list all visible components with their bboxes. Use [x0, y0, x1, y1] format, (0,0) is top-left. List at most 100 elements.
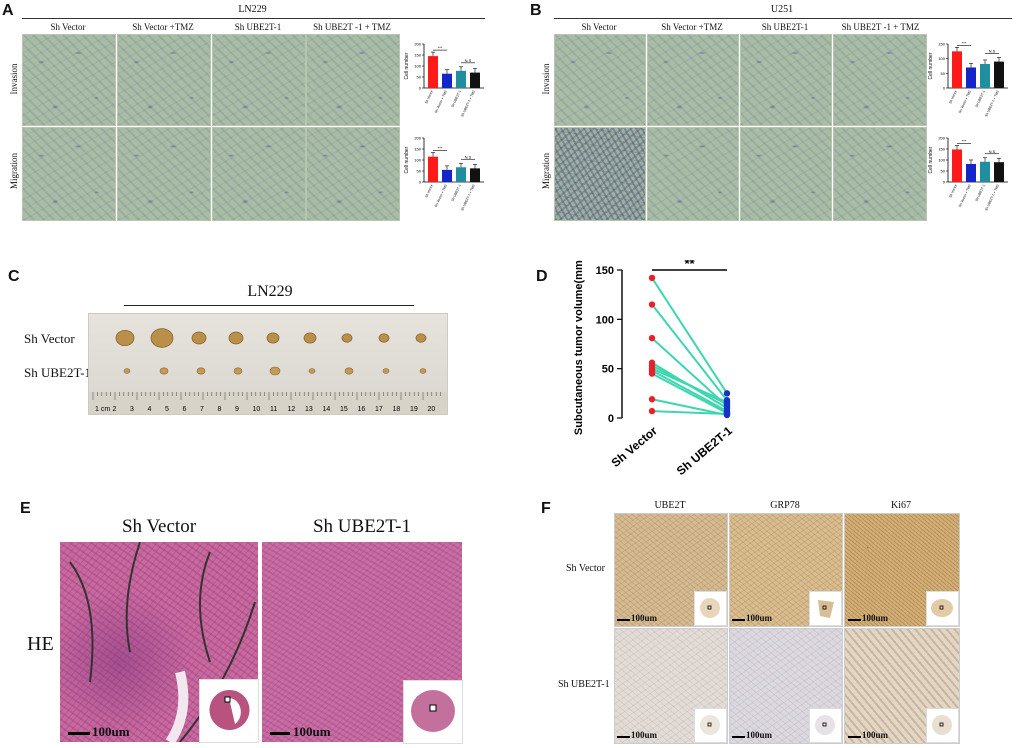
y-axis-label: Cell number — [404, 52, 410, 79]
tissue-fold-lines — [69, 542, 256, 742]
y-tick-label: 0 — [419, 86, 422, 91]
x-tick-label: Sh Vector + TMZ — [958, 90, 972, 114]
panel-b-col-1: Sh Vector — [581, 22, 617, 32]
panel-label-d: D — [536, 268, 548, 285]
x-tick-label: Sh UBE2T-1 + TMZ — [984, 90, 1000, 118]
ruler-label: 3 — [130, 406, 134, 413]
data-point-sh-vector — [648, 334, 656, 342]
x-tick-label: Sh UBE2T-1 — [975, 90, 986, 108]
y-tick-label: 0 — [608, 413, 614, 425]
bar — [470, 72, 480, 88]
scale-label-f: 100um — [631, 730, 658, 740]
x-tick-label: Sh UBE2T-1 — [674, 423, 735, 478]
panel-f-col-1: UBE2T — [654, 500, 686, 511]
tumor-sh-ube2t — [269, 366, 281, 376]
bar — [966, 163, 976, 182]
x-tick-label: Sh Vector — [424, 183, 434, 198]
scale-bar-f — [732, 619, 745, 621]
micrograph — [554, 34, 646, 126]
pair-line — [651, 303, 728, 401]
significance-label: N.S — [465, 58, 472, 63]
panel-label-a: A — [2, 2, 14, 19]
he-inset-sh-ube2t — [403, 680, 463, 744]
y-tick-label: 200 — [938, 136, 945, 141]
significance-label: *** — [962, 138, 967, 143]
bar — [456, 70, 466, 88]
bar-chart-a-migration: 0 50 100 150 200 Cell number Sh Vector Sh Vecto… — [404, 136, 484, 212]
tissue-section-icon — [411, 690, 455, 732]
ruler-label: 6 — [183, 406, 187, 413]
x-tick-label: Sh UBE2T-1 — [975, 184, 986, 202]
y-tick-label: 0 — [943, 180, 946, 185]
panel-a-title-line — [22, 18, 485, 19]
data-point-sh-ube2t — [723, 410, 731, 418]
y-tick-label: 100 — [938, 158, 945, 163]
ihc-inset — [809, 708, 842, 743]
panel-label-b: B — [530, 2, 542, 19]
ruler-label: 9 — [235, 406, 239, 413]
y-tick-label: 150 — [414, 147, 421, 152]
significance-label: *** — [438, 146, 443, 151]
bar — [966, 67, 976, 88]
scale-bar-f — [617, 619, 630, 621]
data-point-sh-vector — [648, 407, 656, 415]
panel-c-title: LN229 — [247, 283, 293, 300]
panel-b-row-invasion: Invasion — [541, 63, 551, 95]
significance-label: N.S — [989, 149, 996, 154]
x-tick-label: Sh Vector + TMZ — [434, 184, 448, 208]
ruler-label: 8 — [218, 406, 222, 413]
y-tick-label: 50 — [941, 169, 946, 174]
panel-f-col-2: GRP78 — [770, 500, 800, 511]
y-tick-label: 100 — [414, 64, 421, 69]
panel-c-row-1: Sh Vector — [24, 331, 75, 346]
scale-bar-f — [617, 736, 630, 738]
panel-f-row-2: Sh UBE2T-1 — [558, 679, 610, 690]
tumor-shapes: 1 cm 2 3 4 5 6 7 8 9 10 11 12 13 14 15 16 17 18 19 20 — [89, 328, 447, 414]
panel-b-title: U251 — [770, 4, 794, 15]
panel-b-col-3: Sh UBE2T-1 — [761, 22, 809, 32]
y-tick-label: 150 — [938, 147, 945, 152]
tumor-sh-vector — [303, 332, 317, 344]
significance-label: N.S — [465, 154, 472, 159]
bar — [994, 162, 1004, 182]
micrograph — [306, 127, 400, 221]
y-tick-label: 100 — [938, 56, 945, 61]
micrograph — [22, 127, 116, 221]
scale-bar-e1 — [68, 732, 90, 735]
y-tick-label: 50 — [941, 71, 946, 76]
bar-chart-b-migration: 0 50 100 150 200 Cell number Sh Vector Sh Vecto… — [928, 136, 1008, 212]
bar — [456, 167, 466, 182]
x-tick-label: Sh Vector + TMZ — [958, 184, 972, 208]
y-tick-label: 200 — [414, 136, 421, 141]
ruler-label: 17 — [375, 406, 383, 413]
scale-label-f: 100um — [746, 730, 773, 740]
pair-line — [651, 410, 728, 416]
significance-label: *** — [438, 45, 443, 50]
micrograph — [22, 34, 116, 126]
micrograph — [740, 127, 832, 221]
bar — [952, 149, 962, 182]
bar — [994, 61, 1004, 88]
tumor-sh-ube2t — [196, 367, 206, 375]
ruler-label: 4 — [148, 406, 152, 413]
ruler-label: 7 — [200, 406, 204, 413]
y-axis-label: Cell number — [404, 146, 410, 173]
data-point-sh-vector — [648, 274, 656, 282]
panel-a-col-3: Sh UBE2T-1 — [234, 22, 282, 32]
scale-bar-f — [732, 736, 745, 738]
y-tick-label: 50 — [417, 169, 422, 174]
significance-label: *** — [962, 40, 967, 45]
data-point-sh-vector — [648, 370, 656, 377]
micrograph — [212, 127, 306, 221]
x-tick-label: Sh UBE2T-1 + TMZ — [460, 184, 476, 212]
micrograph — [647, 127, 739, 221]
ihc-inset — [809, 591, 842, 626]
pair-line — [651, 367, 728, 404]
ruler-label: 12 — [288, 406, 296, 413]
ruler-label: 5 — [165, 406, 169, 413]
x-tick-label: Sh UBE2T-1 + TMZ — [460, 90, 476, 118]
y-tick-label: 100 — [596, 314, 614, 326]
ruler-label: 15 — [340, 406, 348, 413]
bar — [980, 63, 990, 88]
bar — [428, 56, 438, 88]
